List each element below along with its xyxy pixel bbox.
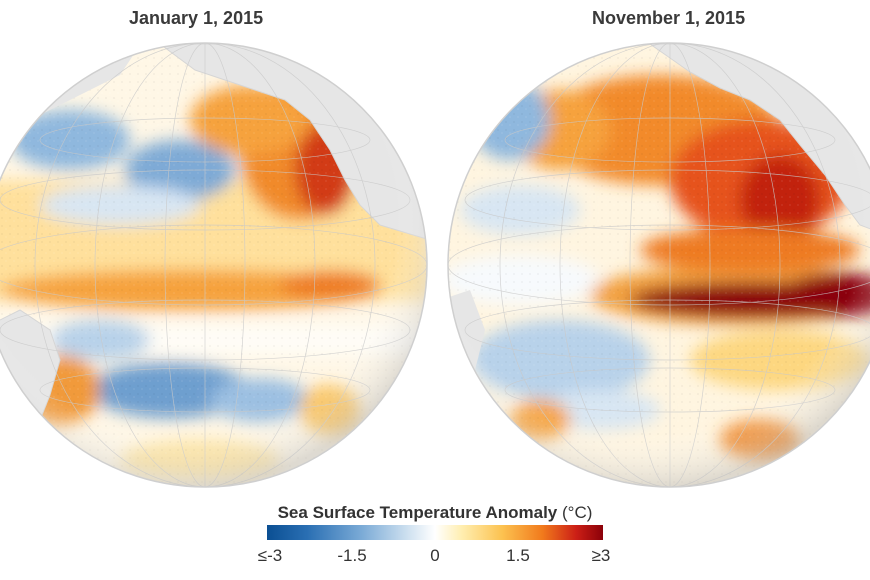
- legend-tick-neg: -1.5: [337, 546, 367, 565]
- legend-tick-zero: 0: [430, 546, 440, 565]
- legend-color-bar: [267, 525, 603, 540]
- globe-january: [0, 42, 428, 488]
- legend-tick-max: ≥3: [591, 546, 611, 565]
- globe-november: [447, 42, 870, 488]
- globe-maps: [0, 42, 870, 488]
- legend-tick-pos: 1.5: [506, 546, 530, 565]
- legend-title-text: Sea Surface Temperature Anomaly: [277, 503, 558, 522]
- map-title-november: November 1, 2015: [592, 8, 746, 28]
- legend-title: Sea Surface Temperature Anomaly (°C): [0, 503, 870, 523]
- legend-unit: (°C): [562, 503, 593, 522]
- map-title-january: January 1, 2015: [129, 8, 264, 28]
- legend-tick-min: ≤-3: [257, 546, 283, 565]
